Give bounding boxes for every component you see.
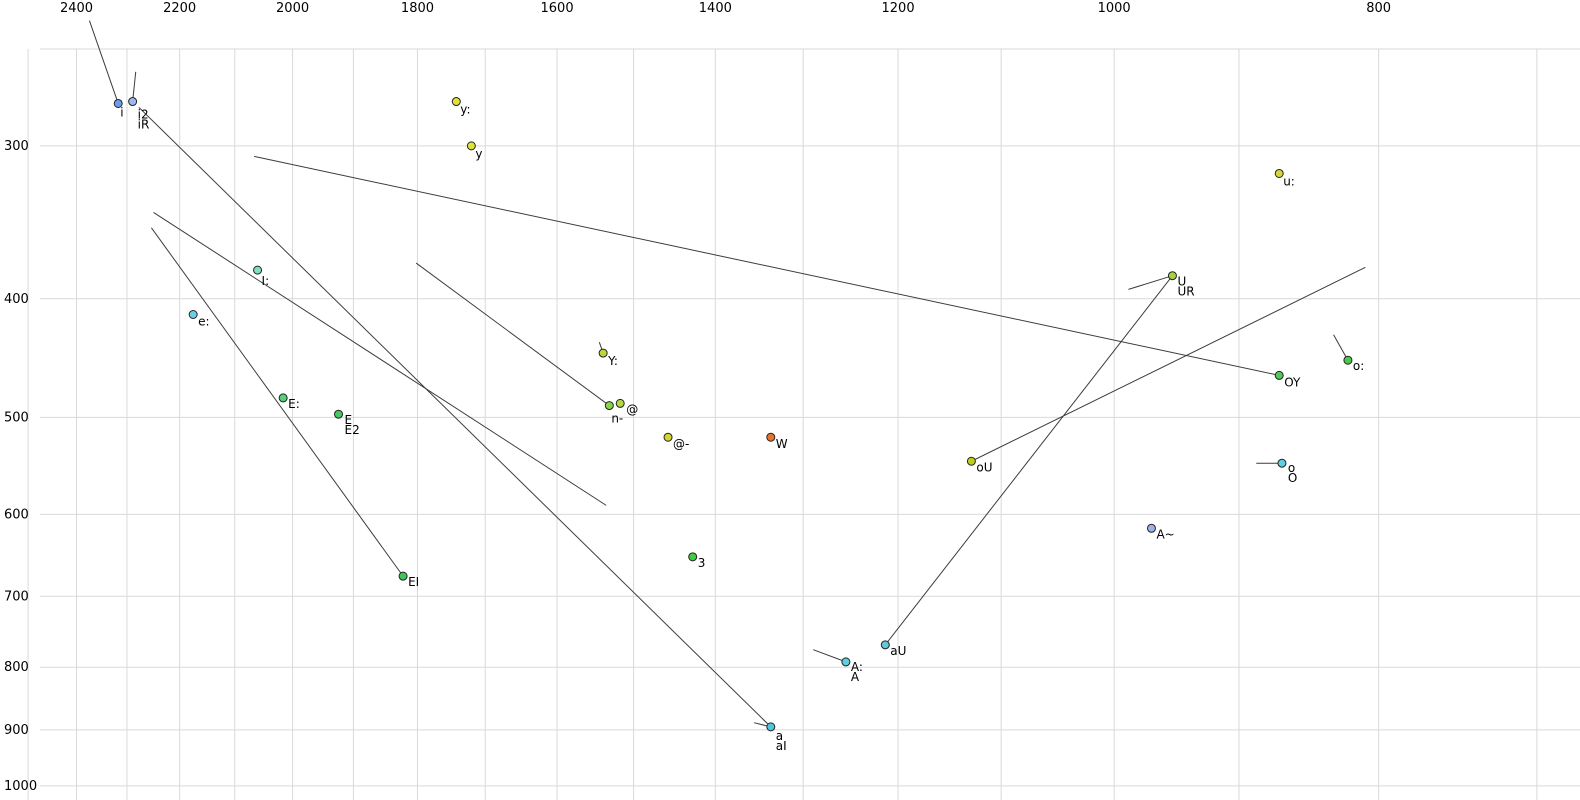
x-axis-tick-label: 2000 [276, 1, 309, 16]
data-point-label-i2-iR: i2 [138, 108, 149, 122]
x-axis-tick-label: 2400 [60, 1, 93, 16]
data-point-label-o-O: o [1288, 461, 1295, 475]
trajectory-line-oU-line [971, 266, 1366, 462]
data-point-E-E2[interactable] [334, 409, 344, 419]
trajectory-line-o-tick [1333, 334, 1349, 361]
data-point-label-E-E2: E [345, 413, 353, 427]
data-point-schwa-bar[interactable] [663, 432, 673, 442]
data-point-label-schwa: @ [626, 402, 638, 416]
y-axis-tick-label: 400 [4, 292, 29, 307]
x-axis-tick-label: 1400 [699, 1, 732, 16]
x-axis-tick-label: 1800 [401, 1, 434, 16]
data-point-oU[interactable] [966, 456, 976, 466]
x-axis-tick-label: 1000 [1098, 1, 1131, 16]
data-point-label-I-long: I: [262, 274, 270, 288]
trajectory-line-aI-line [138, 106, 772, 728]
data-point-e-long[interactable] [188, 310, 198, 320]
data-point-label-i2-iR: iR [138, 118, 150, 132]
data-point-label-i: i [120, 105, 123, 119]
data-point-label-E-E2: E2 [345, 423, 360, 437]
data-point-label-OY: OY [1284, 375, 1301, 389]
x-axis-tick-label: 1600 [541, 1, 574, 16]
x-axis-tick-label: 800 [1366, 1, 1391, 16]
data-point-3[interactable] [688, 552, 698, 562]
data-point-label-E-long: E: [288, 397, 300, 411]
trajectory-line-A-tick [813, 649, 847, 663]
data-point-schwa[interactable] [615, 398, 625, 408]
y-axis-tick-label: 900 [4, 723, 29, 738]
data-point-label-A-nasal: A~ [1156, 527, 1174, 541]
data-point-I-long[interactable] [253, 265, 263, 275]
data-point-i2-iR[interactable] [128, 97, 138, 107]
data-point-label-y-long: y: [460, 103, 470, 117]
trajectory-line-mid-line [153, 211, 607, 506]
x-axis-tick-label: 2200 [163, 1, 196, 16]
data-point-label-oU: oU [976, 460, 992, 474]
data-point-label-aU: aU [890, 644, 906, 658]
data-point-Y-long[interactable] [598, 348, 608, 358]
data-point-label-3: 3 [698, 556, 706, 570]
data-point-EI[interactable] [398, 571, 408, 581]
y-axis-tick-label: 500 [4, 410, 29, 425]
data-point-U-UR[interactable] [1167, 271, 1177, 281]
trajectory-line-i-line [88, 20, 119, 104]
trajectory-line-OY-line [254, 155, 1280, 376]
data-point-label-A-A: A: [851, 660, 863, 674]
data-point-label-u-long: u: [1283, 174, 1295, 188]
data-point-OY[interactable] [1274, 370, 1284, 380]
data-point-u-long[interactable] [1274, 168, 1284, 178]
trajectory-line-i2-tick [132, 71, 137, 102]
data-point-o-O[interactable] [1277, 458, 1287, 468]
data-point-label-U-UR: U [1177, 275, 1186, 289]
data-point-a-aI[interactable] [766, 722, 776, 732]
data-point-label-schwa-bar: @- [673, 437, 689, 451]
trajectory-line-EI-line [151, 227, 404, 577]
data-point-label-y: y [475, 147, 482, 161]
data-point-o-long[interactable] [1343, 355, 1353, 365]
data-point-label-A-A: A [851, 670, 860, 684]
data-point-E-long[interactable] [278, 393, 288, 403]
data-point-y-long[interactable] [451, 97, 461, 107]
data-point-label-W: W [776, 437, 788, 451]
y-axis-tick-label: 600 [4, 507, 29, 522]
y-axis-tick-label: 1000 [4, 779, 37, 794]
data-point-label-n-: n- [611, 412, 623, 426]
data-point-n-[interactable] [604, 401, 614, 411]
data-point-A-A[interactable] [841, 657, 851, 667]
data-point-label-U-UR: UR [1177, 285, 1194, 299]
data-point-label-o-O: O [1288, 471, 1297, 485]
y-axis-tick-label: 700 [4, 589, 29, 604]
data-point-label-EI: EI [408, 575, 419, 589]
trajectory-line-aU-line [884, 275, 1173, 646]
data-point-i[interactable] [113, 98, 123, 108]
y-axis-tick-label: 800 [4, 660, 29, 675]
y-axis-tick-label: 300 [4, 139, 29, 154]
data-point-label-a-aI: aI [776, 739, 787, 753]
x-axis-tick-label: 1200 [882, 1, 915, 16]
data-point-label-Y-long: Y: [607, 354, 618, 368]
trajectory-line-U-tick [1128, 275, 1173, 290]
data-point-label-e-long: e: [198, 315, 209, 329]
data-point-A-nasal[interactable] [1146, 523, 1156, 533]
trajectory-line-schwa-line [415, 262, 610, 406]
data-point-y[interactable] [466, 141, 476, 151]
data-point-W[interactable] [766, 432, 776, 442]
data-point-aU[interactable] [880, 640, 890, 650]
data-point-label-a-aI: a [776, 729, 783, 743]
data-point-label-o-long: o: [1353, 359, 1364, 373]
